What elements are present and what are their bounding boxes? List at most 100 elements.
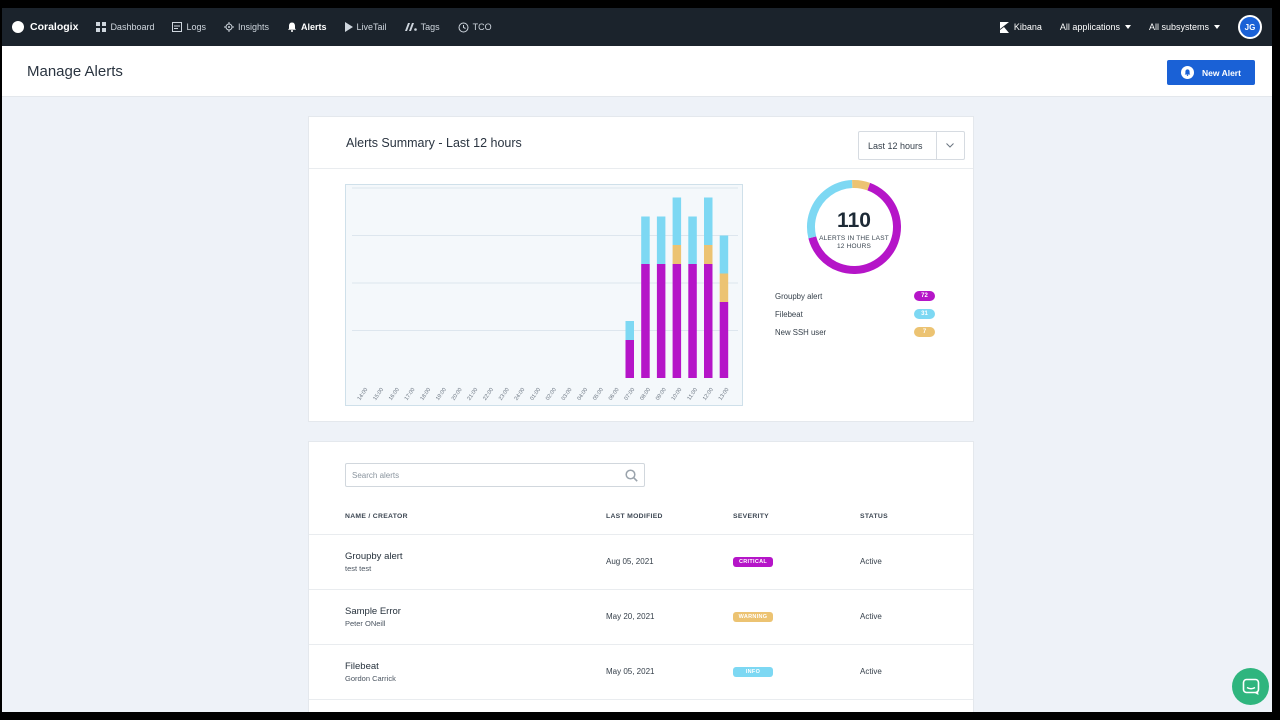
legend-item-filebeat: Filebeat 31 bbox=[775, 308, 935, 320]
chart-bar-groupby-alert[interactable] bbox=[719, 302, 729, 378]
new-alert-button[interactable]: New Alert bbox=[1167, 60, 1255, 85]
chart-bar-filebeat[interactable] bbox=[656, 216, 666, 265]
grid-icon bbox=[96, 22, 107, 32]
page-header: Manage Alerts New Alert bbox=[2, 46, 1272, 97]
chart-bar-filebeat[interactable] bbox=[719, 235, 729, 274]
bell-icon bbox=[288, 22, 297, 32]
chart-bar-groupby-alert[interactable] bbox=[641, 264, 650, 378]
nav-livetail[interactable]: LiveTail bbox=[344, 22, 387, 32]
search-input[interactable] bbox=[346, 464, 616, 486]
column-header-status[interactable]: STATUS bbox=[860, 513, 888, 520]
table-row[interactable]: Groupby alert test test Aug 05, 2021 CRI… bbox=[309, 534, 973, 589]
coralogix-logo-icon bbox=[12, 21, 24, 33]
chart-bar-new-ssh-user[interactable] bbox=[704, 245, 713, 264]
legend-item-new-ssh-user: New SSH user 7 bbox=[775, 326, 935, 338]
donut-caption: ALERTS IN THE LAST 12 HOURS bbox=[819, 235, 889, 250]
alert-name[interactable]: Groupby alert bbox=[345, 551, 403, 562]
chat-icon bbox=[1242, 678, 1259, 695]
x-tick-label: 02:00 bbox=[545, 387, 558, 402]
chart-canvas: 14:00 15:00 16:00 17:00 18:00 19:00 20:00 21:00… bbox=[352, 187, 738, 402]
chart-bar-filebeat[interactable] bbox=[641, 216, 650, 265]
nav-insights-label: Insights bbox=[238, 22, 270, 32]
chart-bar-groupby-alert[interactable] bbox=[656, 264, 666, 378]
chart-bar-groupby-alert[interactable] bbox=[704, 264, 713, 378]
tags-icon bbox=[404, 23, 417, 31]
x-tick-label: 12:00 bbox=[702, 387, 715, 402]
x-tick-label: 03:00 bbox=[561, 387, 574, 402]
nav-tco-label: TCO bbox=[472, 22, 492, 32]
x-tick-label: 22:00 bbox=[482, 387, 495, 402]
search-icon[interactable] bbox=[625, 469, 638, 482]
table-row[interactable]: Filebeat Gordon Carrick May 05, 2021 INF… bbox=[309, 644, 973, 699]
subsystems-dropdown[interactable]: All subsystems bbox=[1149, 22, 1220, 32]
nav-alerts-label: Alerts bbox=[301, 22, 327, 32]
table-row-divider bbox=[309, 699, 973, 712]
x-tick-label: 06:00 bbox=[608, 387, 621, 402]
chat-support-button[interactable] bbox=[1232, 668, 1269, 705]
severity-badge: WARNING bbox=[733, 612, 773, 622]
chart-bar-new-ssh-user[interactable] bbox=[672, 245, 682, 264]
alerts-bar-chart: 14:00 15:00 16:00 17:00 18:00 19:00 20:00 21:00… bbox=[345, 184, 743, 406]
column-header-name[interactable]: NAME / CREATOR bbox=[345, 513, 408, 520]
x-tick-label: 10:00 bbox=[671, 387, 684, 402]
alert-status: Active bbox=[860, 612, 882, 621]
alert-last-modified: Aug 05, 2021 bbox=[606, 557, 654, 566]
page-title: Manage Alerts bbox=[27, 63, 123, 80]
nav-logs[interactable]: Logs bbox=[172, 22, 206, 32]
x-tick-label: 01:00 bbox=[529, 387, 542, 402]
alert-name[interactable]: Sample Error bbox=[345, 606, 401, 617]
brand[interactable]: Coralogix bbox=[12, 21, 78, 33]
x-tick-label: 09:00 bbox=[655, 387, 668, 402]
x-tick-label: 11:00 bbox=[686, 387, 699, 401]
x-tick-label: 13:00 bbox=[718, 387, 731, 402]
table-row[interactable]: Sample Error Peter ONeill May 20, 2021 W… bbox=[309, 589, 973, 644]
x-tick-label: 21:00 bbox=[467, 387, 480, 402]
column-header-last-modified[interactable]: LAST MODIFIED bbox=[606, 513, 663, 520]
caret-down-icon bbox=[1214, 25, 1220, 29]
alert-name[interactable]: Filebeat bbox=[345, 661, 379, 672]
alert-creator: test test bbox=[345, 564, 372, 573]
applications-dropdown[interactable]: All applications bbox=[1060, 22, 1131, 32]
insights-icon bbox=[224, 22, 234, 32]
column-header-severity[interactable]: SEVERITY bbox=[733, 513, 770, 520]
kibana-icon bbox=[999, 21, 1009, 33]
nav-tags[interactable]: Tags bbox=[404, 22, 440, 32]
x-tick-label: 19:00 bbox=[435, 387, 448, 402]
caret-down-icon bbox=[1124, 25, 1131, 29]
donut-slice-new-ssh-user[interactable] bbox=[806, 179, 902, 275]
donut-slice-filebeat[interactable] bbox=[806, 179, 902, 275]
nav-dashboard-label: Dashboard bbox=[110, 22, 155, 32]
nav-insights[interactable]: Insights bbox=[224, 22, 269, 32]
chart-bar-groupby-alert[interactable] bbox=[625, 340, 635, 378]
x-tick-label: 04:00 bbox=[576, 387, 589, 402]
user-avatar[interactable]: JG bbox=[1238, 15, 1262, 39]
x-tick-label: 24:00 bbox=[514, 387, 527, 402]
severity-badge: CRITICAL bbox=[733, 557, 773, 567]
nav-alerts[interactable]: Alerts bbox=[287, 22, 327, 32]
chart-bar-new-ssh-user[interactable] bbox=[719, 273, 729, 303]
nav-dashboard[interactable]: Dashboard bbox=[96, 22, 154, 32]
chart-bar-groupby-alert[interactable] bbox=[688, 264, 697, 378]
nav-logs-label: Logs bbox=[186, 22, 206, 32]
legend-label: New SSH user bbox=[775, 327, 827, 337]
subsystems-label: All subsystems bbox=[1148, 22, 1209, 32]
chart-bar-groupby-alert[interactable] bbox=[672, 264, 682, 378]
chart-bar-filebeat[interactable] bbox=[625, 321, 635, 340]
chart-bar-filebeat[interactable] bbox=[688, 216, 697, 265]
time-range-select[interactable]: Last 12 hours bbox=[858, 131, 965, 160]
legend-item-groupby: Groupby alert 72 bbox=[775, 290, 935, 302]
nav-tco[interactable]: TCO bbox=[458, 22, 492, 33]
alert-status: Active bbox=[860, 667, 882, 676]
legend-count-badge: 7 bbox=[914, 327, 935, 337]
applications-label: All applications bbox=[1059, 22, 1120, 32]
chart-bar-filebeat[interactable] bbox=[704, 197, 713, 246]
time-range-value: Last 12 hours bbox=[868, 140, 923, 151]
legend-label: Filebeat bbox=[775, 309, 803, 319]
kibana-link[interactable]: Kibana bbox=[999, 21, 1042, 33]
play-icon bbox=[344, 22, 353, 32]
kibana-label: Kibana bbox=[1013, 22, 1042, 32]
legend-label: Groupby alert bbox=[775, 291, 823, 301]
legend-count-badge: 31 bbox=[914, 309, 935, 319]
chart-bar-filebeat[interactable] bbox=[672, 197, 682, 246]
nav-livetail-label: LiveTail bbox=[356, 22, 387, 32]
